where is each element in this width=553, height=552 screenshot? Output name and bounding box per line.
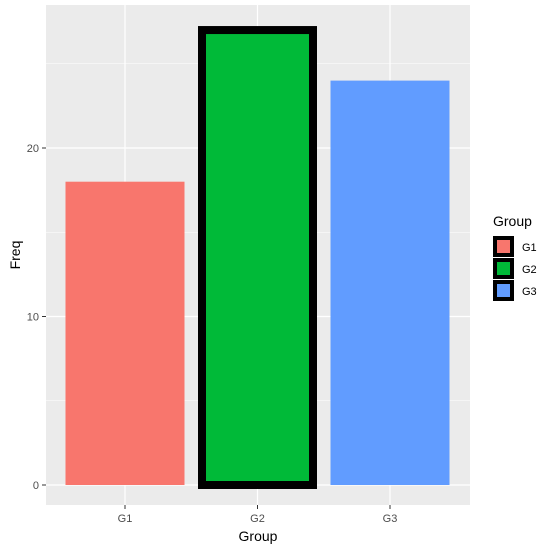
legend-key-g3 — [497, 284, 510, 297]
legend-label: G3 — [522, 286, 537, 298]
y-tick-label: 0 — [33, 480, 39, 492]
x-axis-title: Group — [239, 528, 278, 544]
x-tick-label: G3 — [383, 513, 398, 525]
legend-label: G2 — [522, 264, 537, 276]
x-tick-label: G1 — [118, 513, 133, 525]
x-axis: G1 G2 G3 — [118, 505, 398, 525]
bar-g3 — [330, 80, 450, 485]
legend-title: Group — [493, 213, 532, 229]
legend-key-g2 — [497, 262, 510, 275]
y-tick-label: 10 — [27, 312, 39, 324]
y-axis-title: Freq — [7, 241, 23, 270]
bar-g1 — [65, 181, 185, 485]
legend-label: G1 — [522, 242, 537, 254]
legend-key-g1 — [497, 240, 510, 253]
legend: Group G1 G2 G3 — [493, 213, 537, 301]
bars — [65, 26, 450, 490]
y-axis: 0 10 20 — [27, 143, 46, 492]
x-tick-label: G2 — [250, 513, 265, 525]
y-tick-label: 20 — [27, 143, 39, 155]
bar-g2 — [198, 26, 317, 490]
